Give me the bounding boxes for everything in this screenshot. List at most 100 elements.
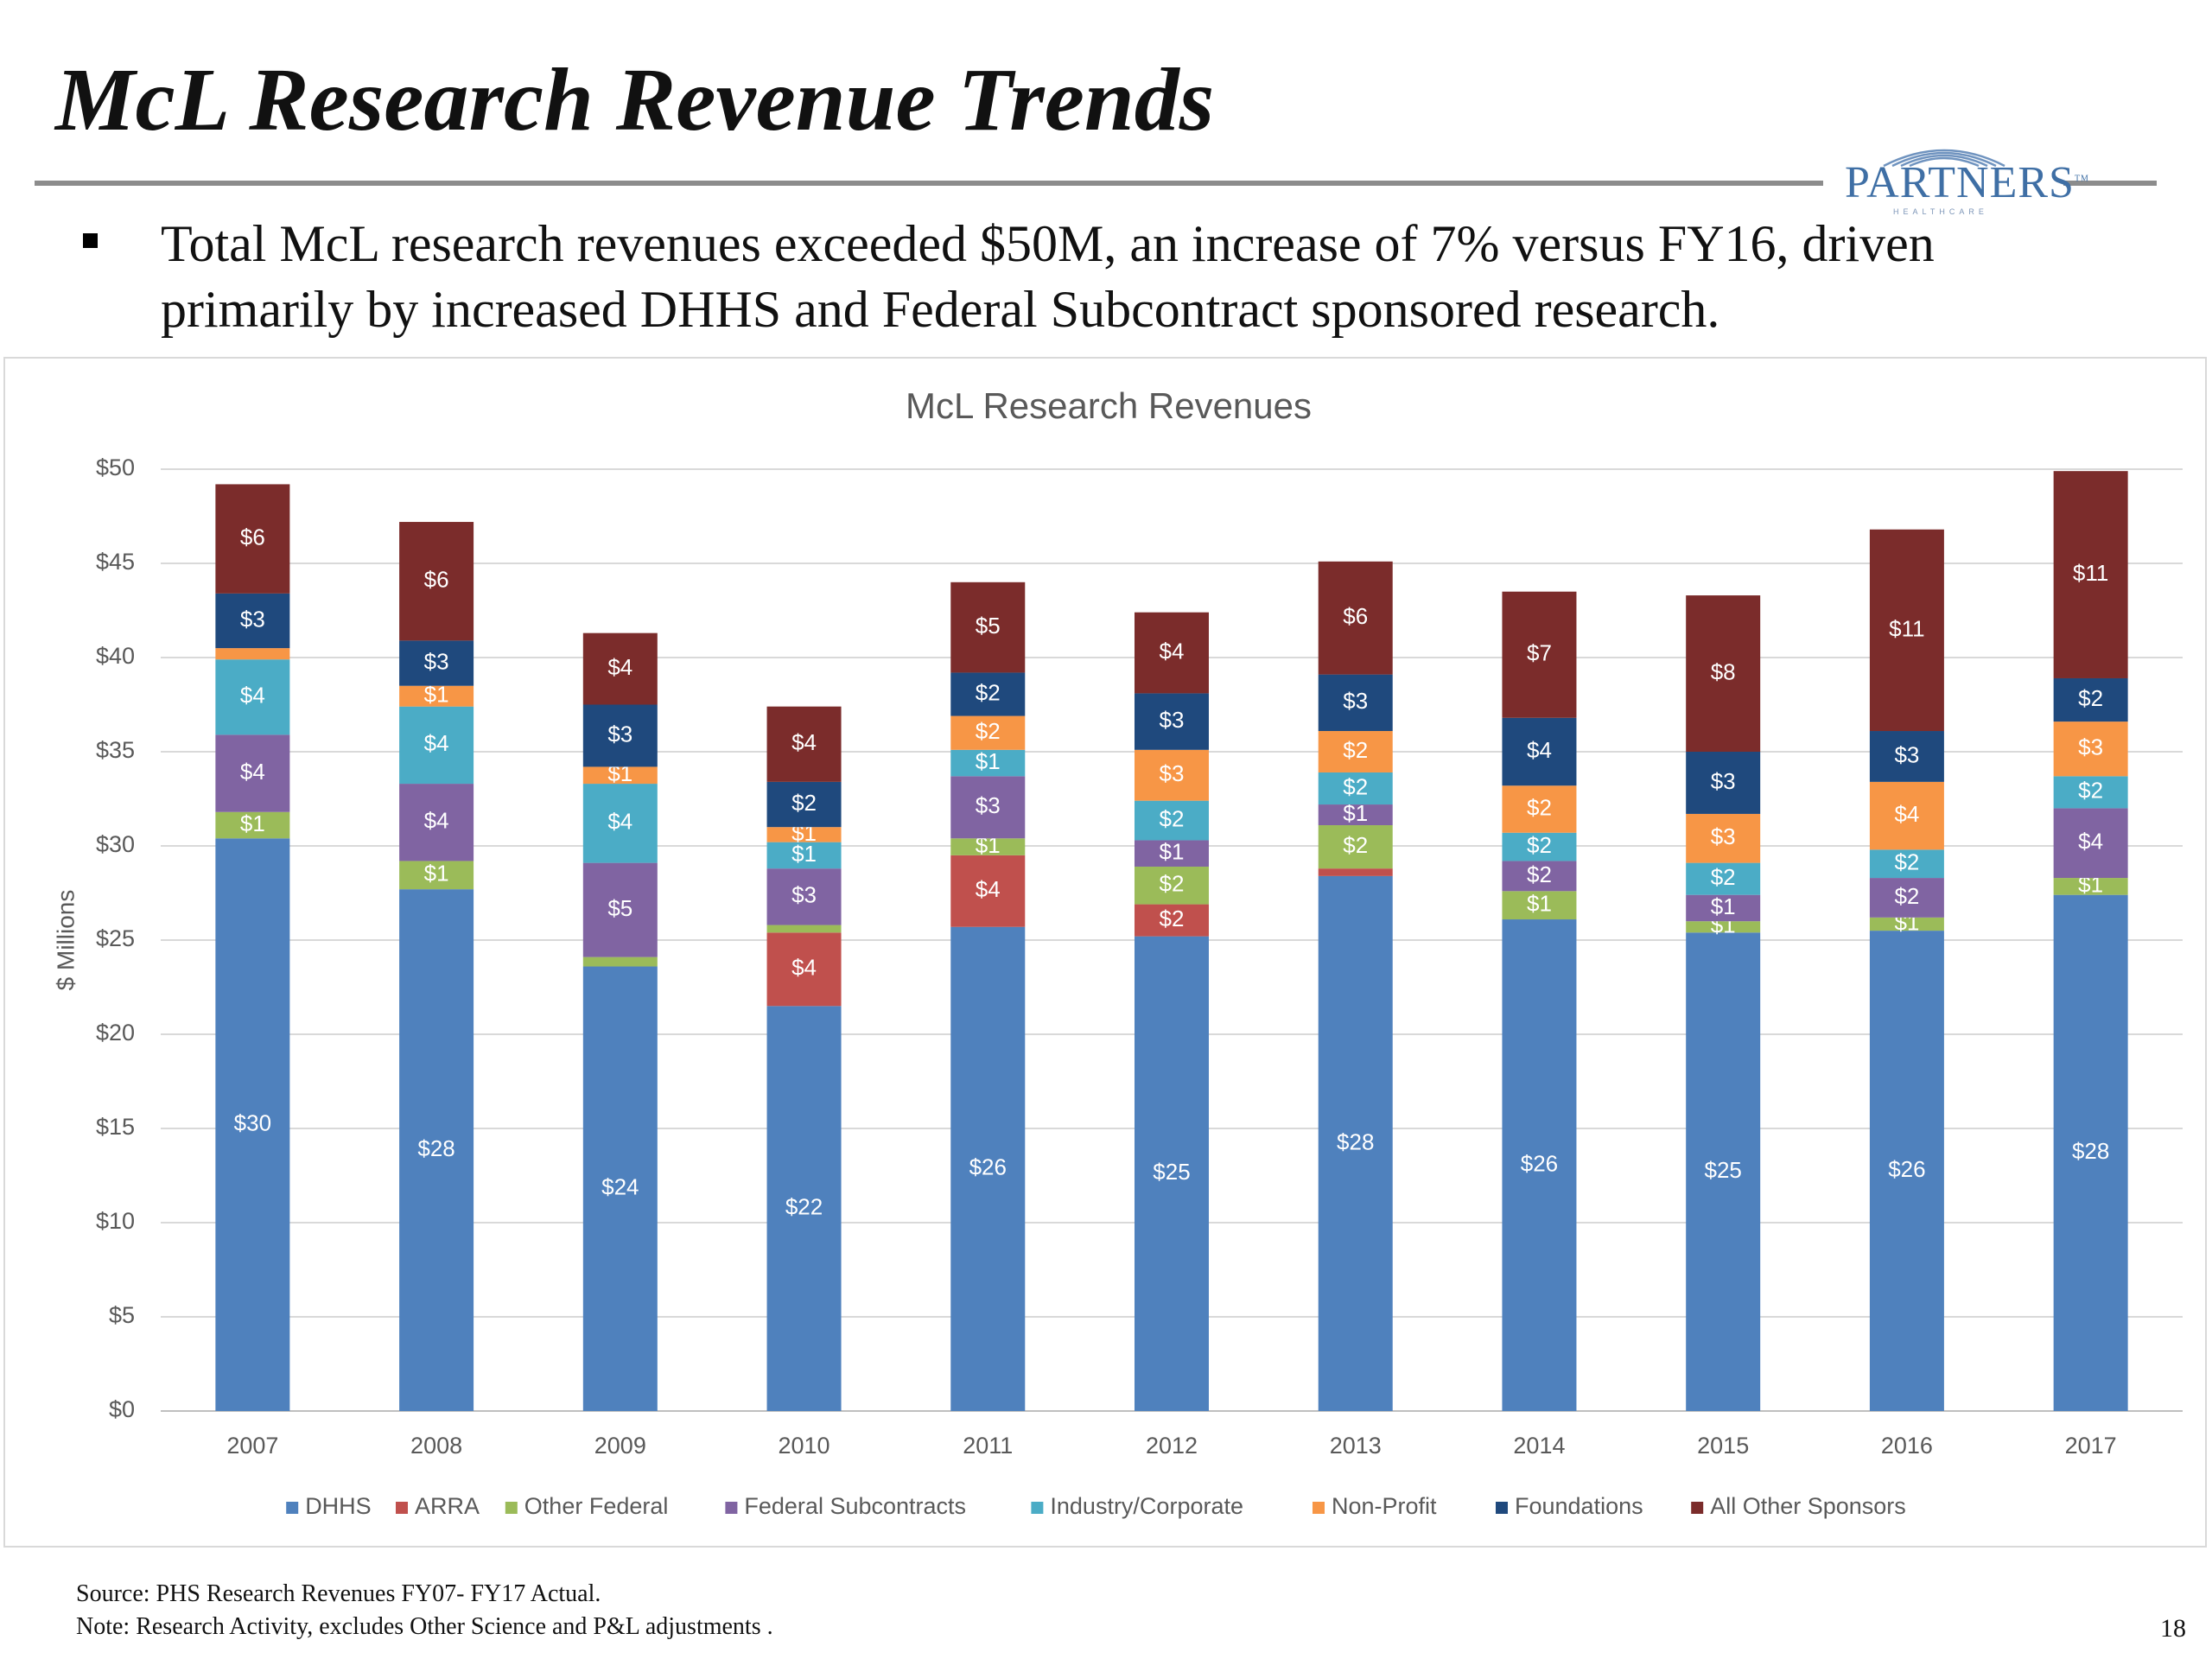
bar-segment [950, 715, 1026, 750]
bar-segment [1318, 772, 1393, 805]
y-tick-label: $30 [96, 831, 135, 857]
partners-logo: PARTNERSTM HEALTHCARE [1845, 137, 2088, 216]
x-tick-label: 2017 [2065, 1433, 2117, 1459]
bar-segment [1502, 919, 1577, 1411]
y-tick-label: $10 [96, 1208, 135, 1234]
data-label: $6 [1343, 603, 1368, 629]
bar-segment [399, 861, 474, 890]
legend-swatch [1313, 1502, 1325, 1514]
data-label: $4 [607, 654, 632, 680]
legend-swatch [1031, 1502, 1044, 1514]
bar-segment [766, 925, 842, 933]
bar-segment [950, 838, 1026, 855]
data-label: $3 [607, 721, 632, 747]
bar-segment [215, 734, 290, 812]
x-tick-label: 2012 [1146, 1433, 1198, 1459]
bar-segment [2053, 776, 2128, 809]
bar-segment [1686, 894, 1761, 922]
bar-segment [950, 776, 1026, 839]
bar-segment [1686, 921, 1761, 933]
bar-segment [1869, 931, 1944, 1411]
y-tick-label: $45 [96, 549, 135, 575]
bar-segment [1502, 832, 1577, 861]
stacked-bar-chart: McL Research Revenues $0 $5 $10 $15 $20 $25 $30… [52, 385, 2183, 1519]
data-label: $3 [1711, 823, 1736, 849]
bar-segment [399, 685, 474, 707]
data-label: $4 [1894, 801, 1919, 827]
bar-segment [1686, 752, 1761, 814]
data-label: $4 [424, 808, 449, 834]
logo-subtext: HEALTHCARE [1893, 207, 1988, 216]
bar-segment [1869, 529, 1944, 732]
data-label: $1 [1711, 893, 1736, 919]
data-label: $2 [1527, 832, 1552, 858]
data-label: $26 [1888, 1156, 1925, 1182]
bar-segment [1502, 861, 1577, 892]
bar-segment [1869, 731, 1944, 782]
bar-segment [582, 862, 658, 957]
bar-segment [1318, 825, 1393, 869]
data-label: $4 [791, 955, 817, 981]
note-text: Note: Research Activity, excludes Other … [76, 1613, 773, 1640]
bar-segment [2053, 878, 2128, 895]
data-label: $4 [607, 809, 632, 835]
data-label: $4 [240, 759, 265, 785]
legend-label: Federal Subcontracts [744, 1493, 966, 1519]
chart-container: McL Research Revenues $0 $5 $10 $15 $20 $25 $30… [3, 357, 2207, 1548]
bar-segment [2053, 721, 2128, 777]
bar-segment [399, 889, 474, 1411]
data-label: $28 [1337, 1128, 1374, 1154]
bar-segment [582, 784, 658, 863]
bar-segment [766, 868, 842, 925]
data-label: $2 [2078, 778, 2103, 804]
bar-segment [950, 926, 1026, 1411]
y-tick-label: $50 [96, 454, 135, 480]
y-tick-label: $15 [96, 1114, 135, 1140]
bar-segment [2053, 808, 2128, 879]
data-label: $3 [976, 792, 1001, 818]
bar-segment [215, 593, 290, 649]
bar-segment [215, 811, 290, 839]
bar-segment [950, 672, 1026, 716]
data-label: $2 [1343, 832, 1368, 858]
bar-segment [2053, 471, 2128, 678]
legend-swatch [1691, 1502, 1704, 1514]
legend-label: Other Federal [524, 1493, 669, 1519]
data-label: $3 [2078, 734, 2103, 760]
data-label: $2 [976, 679, 1001, 705]
data-label: $3 [1343, 688, 1368, 714]
legend-swatch [1496, 1502, 1508, 1514]
bar-segment [1135, 840, 1209, 867]
bar-segment [1869, 878, 1944, 918]
bar-segment [2053, 677, 2128, 722]
bullet-marker [83, 233, 98, 248]
data-label: $26 [969, 1154, 1007, 1180]
data-label: $25 [1153, 1159, 1190, 1185]
bar-segment [399, 640, 474, 686]
title-divider-right [2063, 181, 2157, 186]
bar-segment [766, 1006, 842, 1411]
bar-segment [1502, 785, 1577, 833]
x-tick-label: 2009 [594, 1433, 646, 1459]
legend-label: Industry/Corporate [1050, 1493, 1243, 1519]
data-label: $4 [791, 729, 817, 755]
data-label: $2 [1343, 773, 1368, 799]
legend-swatch [396, 1502, 408, 1514]
data-label: $4 [1527, 737, 1552, 763]
data-label: $4 [240, 683, 265, 709]
y-tick-label: $25 [96, 925, 135, 951]
data-label: $1 [976, 748, 1001, 774]
bar-segment [1502, 591, 1577, 718]
legend-swatch [505, 1502, 518, 1514]
bar-segment [950, 749, 1026, 777]
bar-segment [1318, 875, 1393, 1411]
data-label: $5 [607, 895, 632, 921]
bar-segment [1869, 781, 1944, 850]
x-tick-label: 2011 [963, 1433, 1013, 1459]
legend-label: Non-Profit [1332, 1493, 1437, 1519]
data-label: $5 [976, 613, 1001, 639]
bar-segment [1318, 731, 1393, 772]
bar-segment [1318, 561, 1393, 675]
bar-segment [582, 957, 658, 967]
data-label: $2 [1894, 883, 1919, 909]
